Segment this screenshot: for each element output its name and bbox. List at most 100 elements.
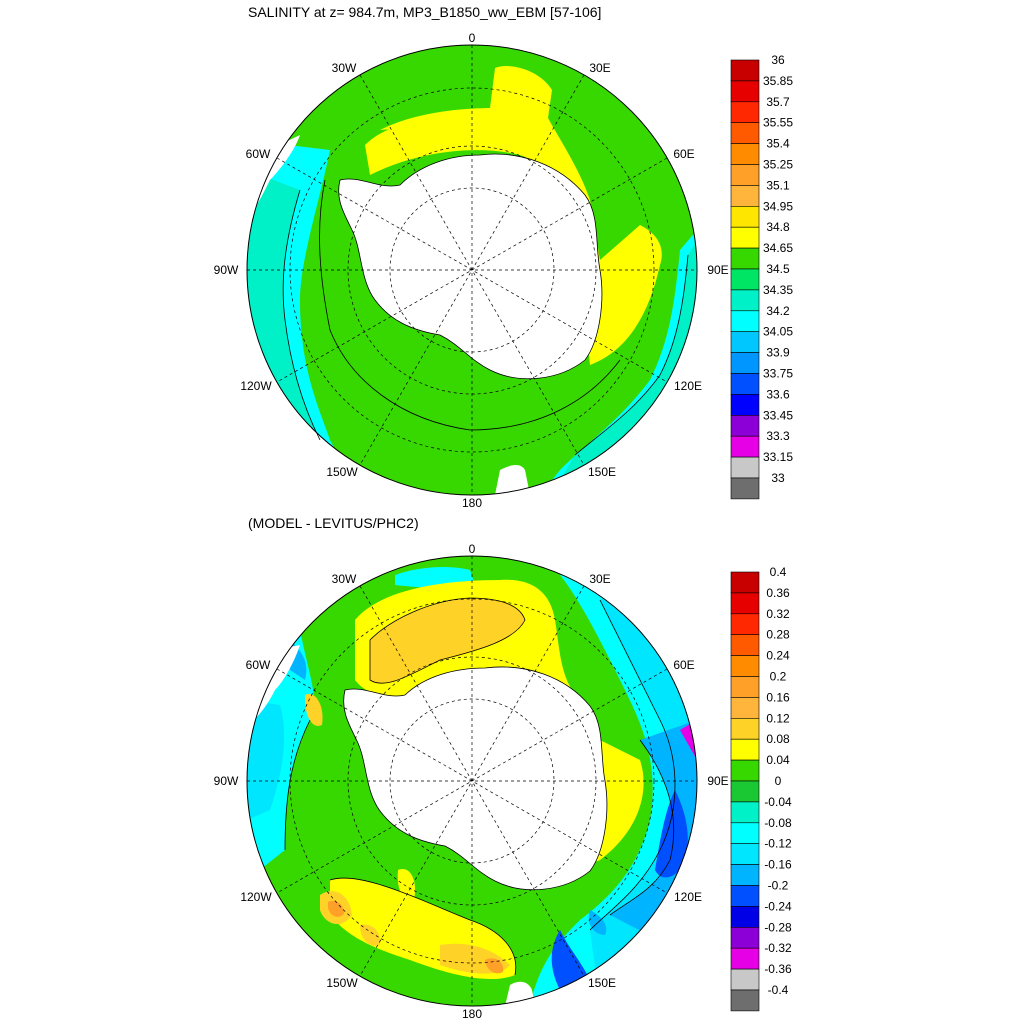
bottom-colorbar-box xyxy=(730,822,760,844)
bottom-field-orange-s xyxy=(485,958,504,974)
top-lon-label: 90W xyxy=(214,263,239,277)
top-colorbar-box xyxy=(730,164,760,186)
top-colorbar-box xyxy=(730,331,760,353)
top-colorbar-label: 34.8 xyxy=(766,220,790,234)
bottom-map-border xyxy=(246,555,698,1007)
top-colorbar-box xyxy=(730,310,760,332)
bottom-colorbar-box xyxy=(730,717,760,740)
bottom-colorbar-box xyxy=(730,613,760,635)
bottom-colorbar-label: -0.32 xyxy=(764,941,792,955)
bottom-colorbar-label: -0.2 xyxy=(768,879,789,893)
bottom-colorbar-label: 0.4 xyxy=(770,565,787,579)
top-colorbar-label: 33.75 xyxy=(763,367,793,381)
top-colorbar-box xyxy=(730,59,760,82)
bottom-colorbar-label: 0.04 xyxy=(766,753,790,767)
top-colorbar-box xyxy=(730,226,760,249)
bottom-lon-label: 150E xyxy=(588,976,616,990)
top-map-border xyxy=(246,44,698,496)
bottom-colorbar-label: -0.08 xyxy=(764,816,792,830)
top-colorbar-label: 33.6 xyxy=(766,387,790,401)
bottom-map-title: (MODEL - LEVITUS/PHC2) xyxy=(248,515,419,531)
top-colorbar-label: 35.85 xyxy=(763,74,793,88)
bottom-contours xyxy=(284,597,676,976)
top-colorbar-label: 33.15 xyxy=(763,450,793,464)
bottom-colorbar-label: 0.16 xyxy=(766,690,790,704)
bottom-colorbar-label: 0.12 xyxy=(766,711,790,725)
top-lon-label: 60W xyxy=(246,147,271,161)
bottom-field-lightblue-west xyxy=(247,700,285,820)
top-colorbar-box xyxy=(730,289,760,312)
top-colorbar-label: 35.1 xyxy=(766,178,790,192)
top-lon-label: 150E xyxy=(588,465,616,479)
bottom-colorbar-box xyxy=(730,592,760,615)
bottom-colorbar-box xyxy=(730,655,760,677)
bottom-colorbar-label: 0.32 xyxy=(766,607,790,621)
bottom-lon-label: 120E xyxy=(674,890,702,904)
top-graticule xyxy=(247,45,697,495)
top-colorbar-label: 35.55 xyxy=(763,116,793,130)
bottom-map: 0 30E 60E 90E 120E 150E 180 150W 120W 90… xyxy=(214,542,792,1021)
top-contours xyxy=(282,153,689,456)
bottom-colorbar-label: 0 xyxy=(775,774,782,788)
bottom-lon-label: 90E xyxy=(707,774,728,788)
bottom-colorbar-box xyxy=(730,947,760,970)
top-map-title: SALINITY at z= 984.7m, MP3_B1850_ww_EBM … xyxy=(248,4,602,20)
bottom-colorbar-box xyxy=(730,926,760,949)
top-field-yellow-north xyxy=(380,69,548,130)
top-antarctica xyxy=(338,154,602,379)
bottom-colorbar-label: -0.04 xyxy=(764,795,792,809)
top-lon-labels: 0 30E 60E 90E 120E 150E 180 150W 120W 90… xyxy=(214,31,729,510)
bottom-lon-label: 150W xyxy=(326,976,358,990)
bottom-colorbar-label: -0.12 xyxy=(764,837,792,851)
top-lon-label: 0 xyxy=(469,31,476,45)
top-lon-label: 120E xyxy=(674,379,702,393)
bottom-colorbar-box xyxy=(730,968,760,991)
bottom-field-gold-w xyxy=(304,694,323,726)
bottom-colorbar-label: 0.2 xyxy=(770,670,787,684)
bottom-lon-label: 60E xyxy=(673,658,694,672)
top-colorbar-box xyxy=(730,373,760,395)
top-colorbar-box xyxy=(730,101,760,124)
top-colorbar-label: 35.4 xyxy=(766,137,790,151)
top-colorbar-box xyxy=(730,122,760,144)
bottom-colorbar-box xyxy=(730,989,760,1012)
top-colorbar-label: 34.65 xyxy=(763,241,793,255)
top-lon-label: 30W xyxy=(332,61,357,75)
top-lon-label: 120W xyxy=(240,379,272,393)
bottom-colorbar-box xyxy=(730,759,760,782)
top-colorbar-box xyxy=(730,143,760,165)
top-colorbar-box xyxy=(730,80,760,103)
top-colorbar-box xyxy=(730,456,760,479)
bottom-colorbar-label: 0.24 xyxy=(766,649,790,663)
top-colorbar: 36 35.85 35.7 35.55 35.4 35.25 35.1 34.95 34.8 34… xyxy=(730,53,793,500)
top-new-zealand xyxy=(495,465,530,495)
top-colorbar-label: 34.35 xyxy=(763,283,793,297)
bottom-colorbar-box xyxy=(730,634,760,656)
top-colorbar-label: 35.25 xyxy=(763,158,793,172)
top-colorbar-label: 34.5 xyxy=(766,262,790,276)
top-colorbar-box xyxy=(730,185,760,207)
bottom-lon-label: 120W xyxy=(240,890,272,904)
bottom-colorbar-box xyxy=(730,843,760,865)
bottom-colorbar-label: -0.4 xyxy=(768,983,789,997)
top-colorbar-box xyxy=(730,352,760,374)
top-colorbar-box xyxy=(730,247,760,270)
top-lon-label: 90E xyxy=(707,263,728,277)
top-field-yellow-ring xyxy=(365,66,662,366)
top-map: 0 30E 60E 90E 120E 150E 180 150W 120W 90… xyxy=(214,31,794,510)
bottom-colorbar-box xyxy=(730,571,760,594)
bottom-colorbar-label: -0.28 xyxy=(764,920,792,934)
bottom-colorbar-box xyxy=(730,697,760,719)
bottom-lon-label: 180 xyxy=(462,1007,482,1021)
bottom-field-gold-north xyxy=(370,598,525,684)
bottom-colorbar-box xyxy=(730,780,760,803)
bottom-colorbar-label: -0.36 xyxy=(764,962,792,976)
bottom-colorbar-label: -0.16 xyxy=(764,858,792,872)
bottom-field-darkblue-east xyxy=(655,790,688,878)
top-lon-label: 180 xyxy=(462,496,482,510)
bottom-colorbar-box xyxy=(730,738,760,761)
top-lon-label: 60E xyxy=(673,147,694,161)
bottom-field-yellow-sw2 xyxy=(397,869,416,901)
bottom-colorbar: 0.4 0.36 0.32 0.28 0.24 0.2 0.16 0.12 0.08 0.04 0 -… xyxy=(730,565,792,1012)
